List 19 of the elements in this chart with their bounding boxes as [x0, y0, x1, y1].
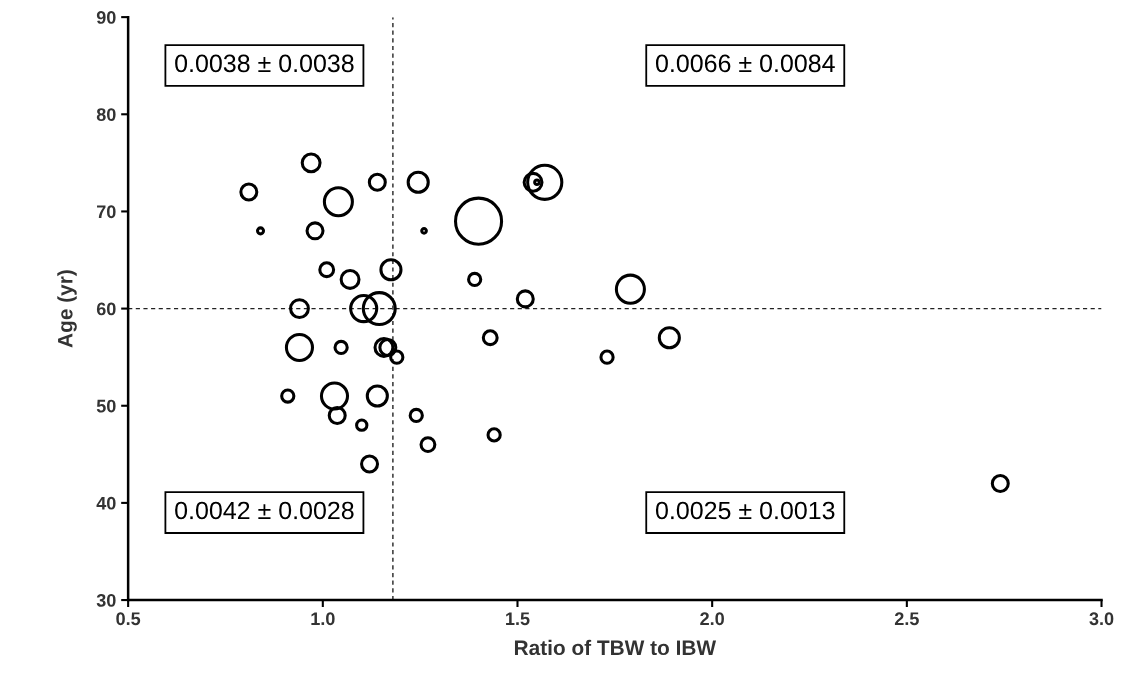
y-tick-label: 80: [96, 108, 116, 121]
y-tick-label: 30: [96, 593, 116, 607]
y-tick-label: 60: [96, 302, 116, 316]
y-tick-label: 40: [96, 496, 116, 510]
y-axis-title: Age (yr): [57, 270, 77, 348]
y-tick-label: 90: [96, 11, 116, 24]
x-tick-label: 2.0: [700, 612, 724, 626]
y-tick-label: 50: [96, 399, 116, 413]
annotation: 0.0025 ± 0.0013: [655, 501, 835, 520]
x-tick-label: 0.5: [116, 612, 141, 626]
annotation: 0.0066 ± 0.0084: [655, 54, 835, 73]
annotation: 0.0038 ± 0.0038: [175, 54, 354, 73]
x-tick-label: 2.5: [894, 612, 919, 626]
x-tick-label: 3.0: [1089, 612, 1114, 626]
annotation: 0.0042 ± 0.0028: [175, 501, 354, 520]
x-axis-title: Ratio of TBW to IBW: [514, 639, 717, 656]
x-tick-label: 1.5: [506, 612, 530, 626]
y-tick-label: 70: [97, 205, 116, 219]
x-tick-label: 1.0: [311, 612, 335, 626]
